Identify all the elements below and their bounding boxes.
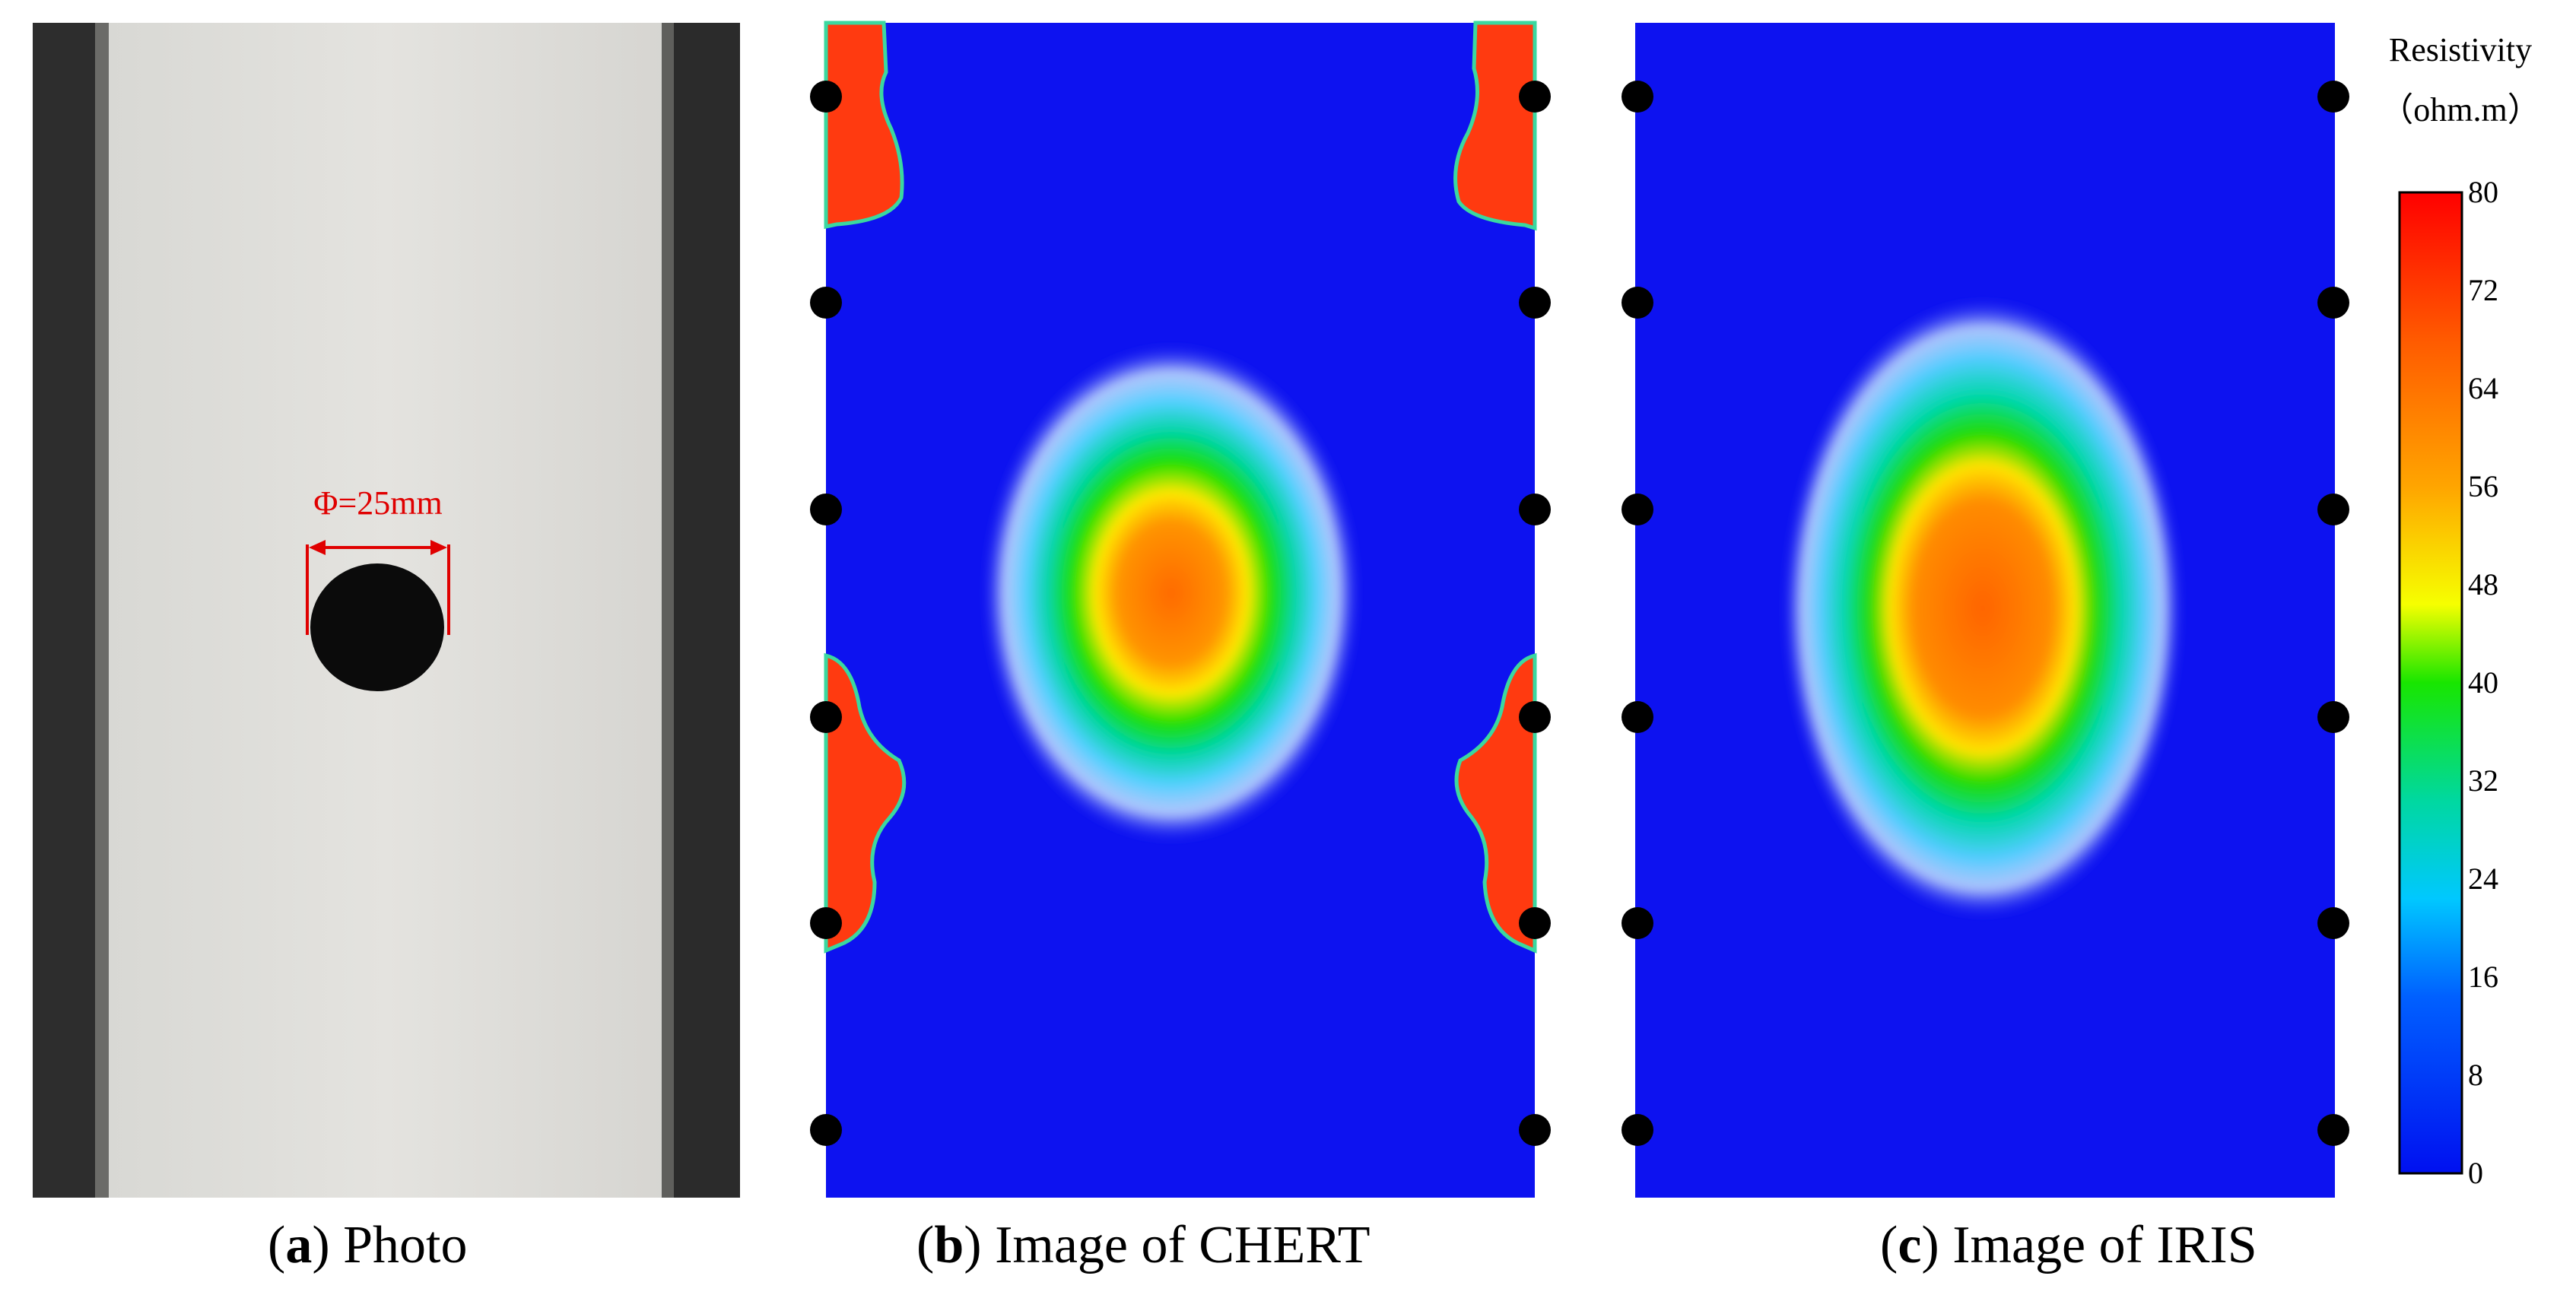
- chert-artifact-bottom-right: [1454, 652, 1537, 954]
- photo-right-edge: [662, 23, 674, 1198]
- electrode: [1519, 81, 1551, 113]
- electrode: [2317, 701, 2349, 733]
- electrode: [2317, 494, 2349, 525]
- colorbar: [2398, 191, 2463, 1175]
- electrode: [1519, 1114, 1551, 1146]
- electrode: [1519, 494, 1551, 525]
- electrode: [1519, 287, 1551, 319]
- chert-artifact-top-left: [824, 21, 904, 230]
- electrode: [810, 494, 842, 525]
- colorbar-tick-label: 56: [2468, 469, 2498, 503]
- colorbar-title: Resistivity: [2388, 31, 2533, 68]
- photo-target-hole: [310, 563, 444, 691]
- electrode: [810, 81, 842, 113]
- electrode: [2317, 1114, 2349, 1146]
- electrode: [1622, 81, 1653, 113]
- electrode: [1519, 701, 1551, 733]
- caption-c: (c) Image of IRIS: [1880, 1216, 2257, 1274]
- chert-anomaly: [981, 342, 1361, 844]
- colorbar-tick-label: 0: [2468, 1156, 2483, 1190]
- electrode: [810, 1114, 842, 1146]
- dimension-marker: [306, 540, 450, 635]
- caption-b: (b) Image of CHERT: [916, 1216, 1371, 1274]
- electrode: [2317, 287, 2349, 319]
- electrode: [810, 907, 842, 939]
- colorbar-unit: （ohm.m）: [2380, 91, 2541, 129]
- electrode: [1622, 287, 1653, 319]
- photo-right-wall: [668, 23, 740, 1198]
- colorbar-tick-label: 48: [2468, 567, 2498, 601]
- colorbar-tick-label: 64: [2468, 371, 2498, 405]
- electrode: [1622, 1114, 1653, 1146]
- caption-c-letter: c: [1898, 1216, 1922, 1274]
- caption-b-text: Image of CHERT: [995, 1216, 1371, 1274]
- colorbar-tick-label: 40: [2468, 665, 2498, 700]
- photo-left-edge: [95, 23, 109, 1198]
- electrode: [810, 287, 842, 319]
- iris-anomaly: [1781, 297, 2184, 920]
- caption-a-letter: a: [285, 1216, 313, 1274]
- caption-a: (a) Photo: [268, 1216, 468, 1274]
- iris-electrodes: [1622, 81, 2349, 1146]
- electrode: [2317, 907, 2349, 939]
- caption-a-text: Photo: [343, 1216, 468, 1274]
- colorbar-tick-label: 8: [2468, 1058, 2483, 1092]
- panel-a-photo: Φ=25mm: [33, 23, 740, 1198]
- colorbar-tick-label: 80: [2468, 175, 2498, 209]
- colorbar-ramp: [2398, 191, 2463, 1175]
- colorbar-tick-label: 16: [2468, 960, 2498, 994]
- colorbar-tick-label: 24: [2468, 862, 2498, 896]
- caption-c-text: Image of IRIS: [1952, 1216, 2257, 1274]
- electrode: [1622, 907, 1653, 939]
- panel-c-iris: [1622, 23, 2349, 1198]
- chert-artifact-bottom-left: [824, 652, 907, 954]
- electrode: [1622, 701, 1653, 733]
- panel-b-chert: [810, 21, 1551, 1198]
- chert-electrodes: [810, 81, 1551, 1146]
- electrode: [810, 701, 842, 733]
- colorbar-tick-label: 32: [2468, 763, 2498, 798]
- colorbar-tick-label: 72: [2468, 273, 2498, 307]
- caption-b-letter: b: [934, 1216, 964, 1274]
- electrode: [2317, 81, 2349, 113]
- chert-artifact-top-right: [1453, 21, 1537, 231]
- electrode: [1622, 494, 1653, 525]
- electrode: [1519, 907, 1551, 939]
- photo-left-wall: [33, 23, 105, 1198]
- dimension-label: Φ=25mm: [313, 484, 442, 522]
